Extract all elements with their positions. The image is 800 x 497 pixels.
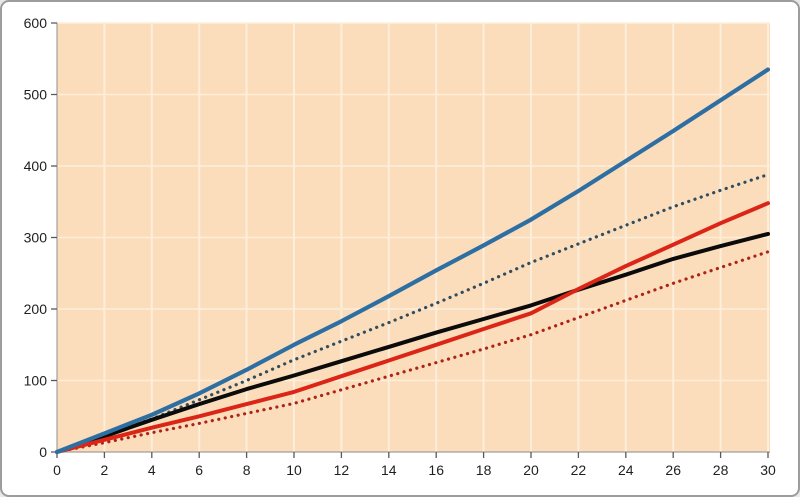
- series-black-solid: [55, 231, 770, 454]
- x-tick-label: 2: [101, 462, 109, 478]
- x-tick-label: 6: [195, 462, 203, 478]
- x-tick-label: 10: [286, 462, 302, 478]
- y-tick-label: 100: [24, 373, 48, 389]
- x-tick-label: 14: [381, 462, 397, 478]
- x-tick-label: 12: [334, 462, 350, 478]
- x-tick-label: 16: [428, 462, 444, 478]
- y-tick-label: 0: [39, 444, 47, 460]
- y-tick-label: 400: [24, 158, 48, 174]
- series-blue-solid: [54, 67, 771, 455]
- x-tick-label: 18: [476, 462, 492, 478]
- x-tick-label: 8: [243, 462, 251, 478]
- x-tick-label: 28: [713, 462, 729, 478]
- x-tick-label: 24: [618, 462, 634, 478]
- series-red-dotted: [55, 250, 770, 454]
- x-tick-label: 22: [571, 462, 587, 478]
- y-tick-label: 500: [24, 87, 48, 103]
- y-tick-label: 300: [24, 230, 48, 246]
- x-tick-label: 0: [53, 462, 61, 478]
- y-tick-label: 200: [24, 301, 48, 317]
- x-tick-label: 26: [665, 462, 681, 478]
- x-tick-label: 4: [148, 462, 156, 478]
- x-tick-label: 30: [760, 462, 776, 478]
- series-blue-dotted: [55, 173, 770, 454]
- series-red-solid: [55, 201, 770, 454]
- y-tick-label: 600: [24, 15, 48, 31]
- x-tick-label: 20: [523, 462, 539, 478]
